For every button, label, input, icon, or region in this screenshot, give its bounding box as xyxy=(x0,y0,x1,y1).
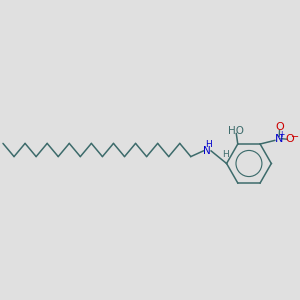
Text: H: H xyxy=(205,140,212,149)
Text: O: O xyxy=(275,122,284,132)
Text: HO: HO xyxy=(228,125,244,136)
Text: −: − xyxy=(291,132,299,142)
Text: H: H xyxy=(222,150,229,159)
Text: O: O xyxy=(286,134,294,144)
Text: N: N xyxy=(274,134,283,144)
Text: +: + xyxy=(278,130,284,139)
Text: N: N xyxy=(203,146,211,156)
